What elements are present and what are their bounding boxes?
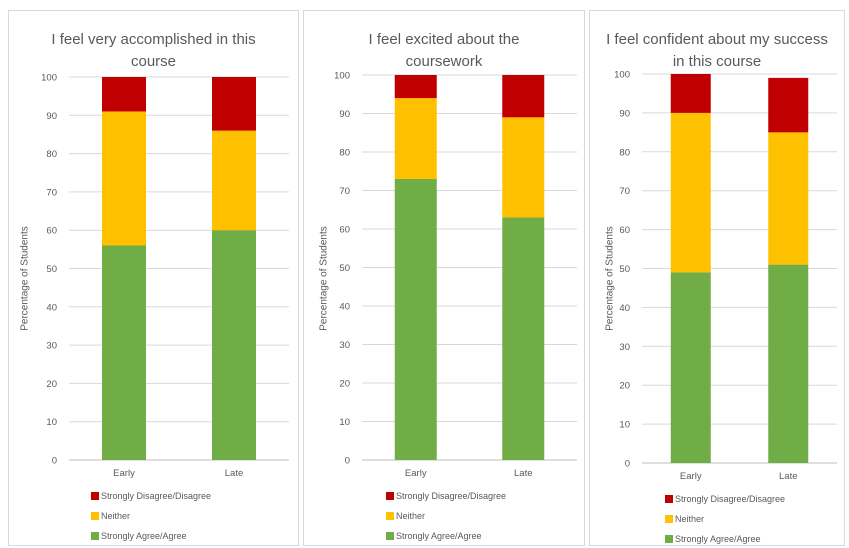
legend-swatch: [386, 532, 394, 540]
bar-segment: [394, 178, 437, 460]
y-tick-label: 60: [339, 225, 350, 236]
y-tick-label: 30: [619, 342, 630, 353]
y-tick-label: 70: [619, 186, 630, 197]
legend-item: Strongly Agree/Agree: [91, 531, 187, 541]
y-tick-label: 80: [339, 148, 350, 159]
legend-swatch: [91, 512, 99, 520]
bar-segment: [670, 272, 711, 463]
bar-segment: [212, 130, 256, 231]
legend-label: Strongly Agree/Agree: [101, 531, 187, 541]
bar-segment: [394, 75, 437, 99]
bar-segment: [102, 111, 146, 246]
y-tick-label: 20: [339, 379, 350, 390]
bar-segment: [102, 77, 146, 112]
y-tick-label: 70: [46, 187, 57, 198]
y-tick-label: 20: [619, 381, 630, 392]
chart-title-line: coursework: [405, 53, 483, 70]
y-tick-label: 0: [52, 456, 57, 467]
chart-plot: 0 10 20 30 40 50 60 70 80 90 100 Early Late: [41, 73, 289, 479]
legend-item: Strongly Disagree/Disagree: [91, 491, 211, 501]
bar-segment: [102, 245, 146, 460]
legend-item: Strongly Agree/Agree: [386, 531, 482, 541]
legend-swatch: [665, 535, 673, 543]
y-tick-label: 60: [46, 226, 57, 237]
legend-swatch: [91, 532, 99, 540]
legend-label: Neither: [101, 511, 131, 521]
y-tick-label: 50: [46, 264, 57, 275]
chart-title-line: I feel confident about my success: [606, 31, 828, 48]
legend-label: Strongly Disagree/Disagree: [396, 491, 507, 501]
y-tick-label: 100: [334, 71, 350, 82]
bar-segment: [212, 230, 256, 460]
bar-segment: [394, 98, 437, 179]
legend-label: Strongly Agree/Agree: [396, 531, 482, 541]
chart-plot: 0 10 20 30 40 50 60 70 80 90 100 Early Late: [334, 71, 577, 479]
y-tick-label: 60: [619, 225, 630, 236]
y-tick-label: 90: [46, 111, 57, 122]
legend-swatch: [665, 495, 673, 503]
chart-title: I feel confident about my success in thi…: [590, 29, 844, 73]
x-tick-label: Early: [113, 468, 135, 479]
chart-title-line: in this course: [672, 53, 762, 70]
x-tick-label: Late: [514, 468, 533, 479]
bar-segment: [502, 117, 545, 218]
legend-label: Strongly Agree/Agree: [675, 534, 761, 544]
x-tick-label: Late: [225, 468, 244, 479]
y-tick-label: 40: [619, 303, 630, 314]
y-tick-label: 100: [614, 70, 630, 81]
chart-title-line: I feel very accomplished in this: [51, 31, 256, 48]
legend-swatch: [91, 492, 99, 500]
bar-segment: [502, 217, 545, 460]
y-tick-label: 20: [46, 379, 57, 390]
legend-label: Strongly Disagree/Disagree: [101, 491, 212, 501]
legend-item: Strongly Disagree/Disagree: [665, 494, 785, 504]
legend-item: Strongly Agree/Agree: [665, 534, 761, 544]
y-tick-label: 10: [339, 417, 350, 428]
y-tick-label: 40: [46, 302, 57, 313]
y-tick-label: 0: [625, 459, 630, 470]
x-tick-label: Early: [680, 471, 702, 482]
y-tick-label: 50: [619, 264, 630, 275]
chart-panel-confident: I feel confident about my success in thi…: [589, 10, 845, 546]
legend-item: Neither: [665, 514, 704, 524]
y-tick-label: 80: [46, 149, 57, 160]
y-tick-label: 50: [339, 263, 350, 274]
y-tick-label: 30: [46, 341, 57, 352]
x-tick-label: Late: [779, 471, 798, 482]
bar-segment: [768, 77, 809, 133]
legend-label: Strongly Disagree/Disagree: [675, 494, 786, 504]
chart-title-line: course: [130, 53, 177, 70]
y-tick-label: 70: [339, 186, 350, 197]
y-tick-label: 10: [46, 417, 57, 428]
chart-plot: 0 10 20 30 40 50 60 70 80 90 100 Early Late: [614, 70, 837, 482]
y-tick-label: 0: [345, 456, 350, 467]
chart-panel-excited: I feel excited about the coursework Perc…: [303, 10, 585, 546]
chart-title: I feel excited about the coursework: [304, 29, 584, 73]
y-tick-label: 40: [339, 302, 350, 313]
chart-title: I feel very accomplished in this course: [9, 29, 298, 73]
y-tick-label: 30: [339, 340, 350, 351]
bar-segment: [502, 75, 545, 118]
legend-item: Neither: [386, 511, 425, 521]
x-tick-label: Early: [405, 468, 427, 479]
legend-swatch: [386, 492, 394, 500]
legend-item: Neither: [91, 511, 130, 521]
legend-swatch: [386, 512, 394, 520]
bar-segment: [670, 74, 711, 113]
y-tick-label: 100: [41, 73, 57, 84]
legend-item: Strongly Disagree/Disagree: [386, 491, 506, 501]
bar-segment: [670, 112, 711, 273]
legend-label: Neither: [396, 511, 426, 521]
y-tick-label: 80: [619, 147, 630, 158]
y-tick-label: 90: [619, 108, 630, 119]
legend-swatch: [665, 515, 673, 523]
bar-segment: [212, 77, 256, 131]
chart-title-line: I feel excited about the: [368, 31, 520, 48]
bar-segment: [768, 264, 809, 463]
y-tick-label: 10: [619, 420, 630, 431]
legend-label: Neither: [675, 514, 705, 524]
bar-segment: [768, 132, 809, 265]
chart-panel-accomplished: I feel very accomplished in this course …: [8, 10, 299, 546]
y-tick-label: 90: [339, 109, 350, 120]
